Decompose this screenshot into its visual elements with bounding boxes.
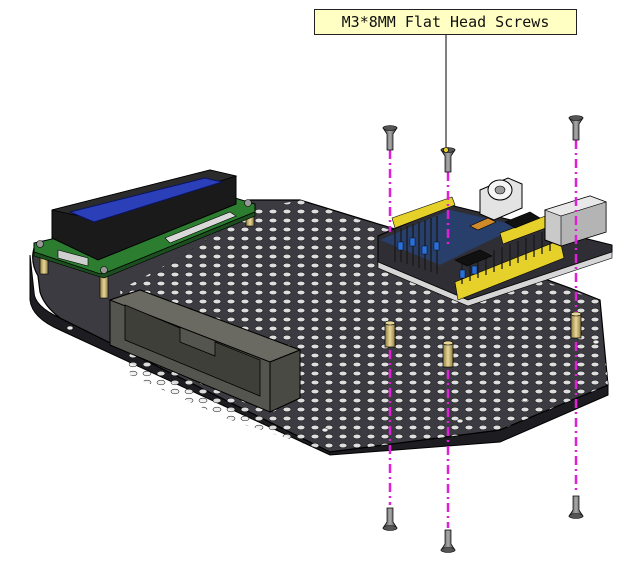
screw-icon: [382, 495, 584, 553]
callout-leader: [443, 35, 449, 153]
screw-callout-label: M3*8MM Flat Head Screws: [314, 9, 577, 35]
battery-holder: [108, 289, 302, 413]
screw-icon: [382, 115, 584, 173]
alignment-guides: [388, 140, 578, 528]
lcd-module: [33, 169, 256, 299]
standoff-icon: [384, 311, 582, 368]
